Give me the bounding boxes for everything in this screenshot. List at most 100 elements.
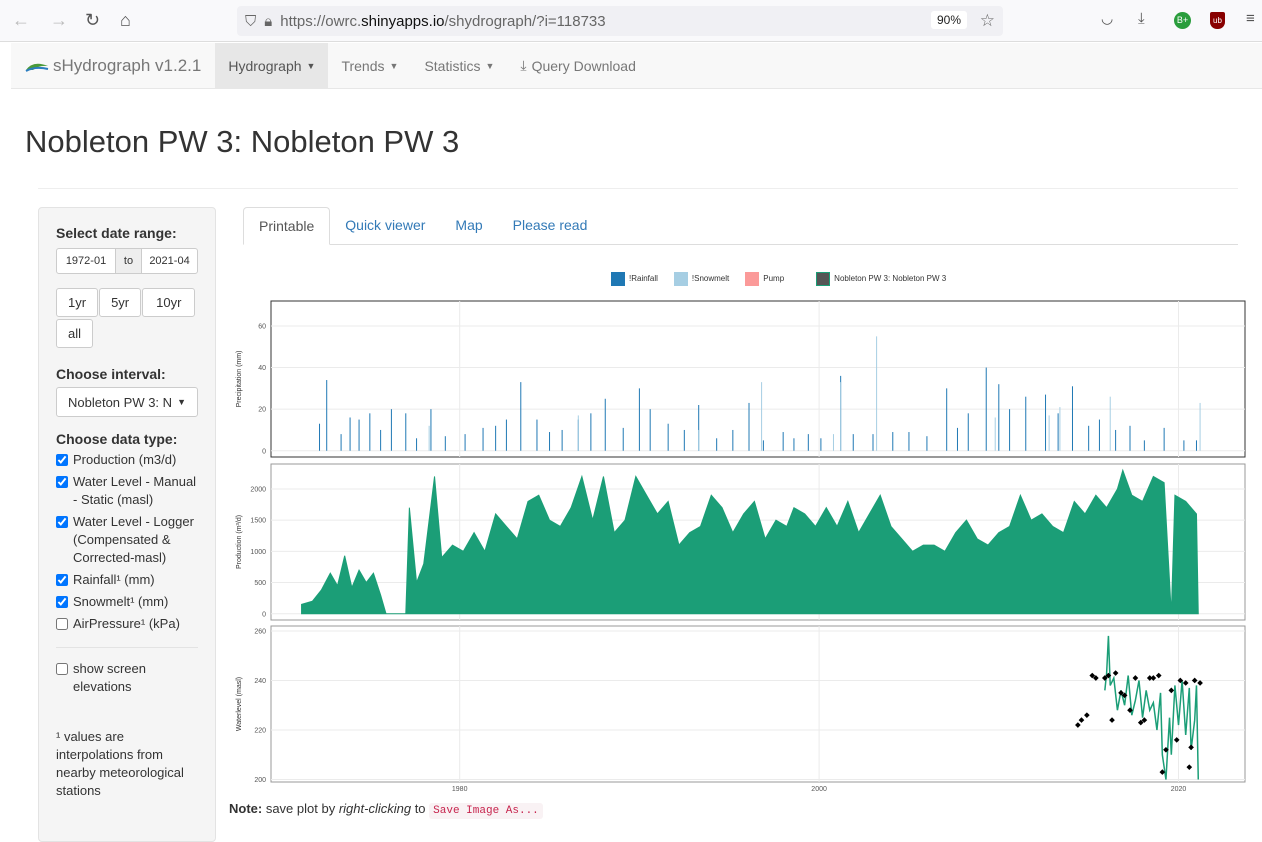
brand[interactable]: sHydrograph v1.2.1 (11, 43, 215, 88)
reload-icon[interactable]: ↻ (85, 10, 101, 30)
datatype-label: Choose data type: (56, 431, 178, 447)
checkbox-label: AirPressure¹ (kPa) (73, 616, 180, 631)
checkbox[interactable] (56, 663, 68, 675)
nav-label: Statistics (424, 57, 481, 74)
interval-select[interactable]: Nobleton PW 3: Nobleton PW 3 ▼ (56, 387, 198, 417)
manual-point (1186, 764, 1193, 770)
extension-icon[interactable]: B+ (1174, 12, 1191, 29)
y-tick-label: 2000 (250, 486, 266, 493)
date-range-label: Select date range: (56, 225, 177, 241)
tab-map[interactable]: Map (455, 217, 483, 233)
legend-swatch (745, 272, 760, 286)
manual-point (1078, 717, 1085, 723)
nav-query-download[interactable]: ⤓ Query Download (507, 43, 648, 88)
caret-down-icon: ▼ (485, 60, 495, 71)
legend-label: !Rainfall (629, 274, 658, 284)
nav-trends[interactable]: Trends ▼ (328, 43, 411, 88)
datatype-checkbox[interactable]: Production (m3/d) (56, 451, 198, 469)
download-icon[interactable]: ⤓ (1138, 10, 1145, 27)
star-icon[interactable]: ☆ (979, 11, 995, 30)
datatype-checkbox[interactable]: Water Level - Logger (Compensated & Corr… (56, 513, 198, 567)
hydrograph-plot: 0 20 40 60 Precipitation (mm) 0 500 1000 1500 200… (236, 300, 1246, 793)
manual-point (1173, 737, 1180, 743)
range-10yr-button[interactable]: 10yr (142, 288, 196, 317)
datatype-checkbox[interactable]: AirPressure¹ (kPa) (56, 615, 198, 633)
url-prefix: https://owrc. (280, 12, 362, 30)
legend-swatch (611, 272, 625, 286)
navbar: sHydrograph v1.2.1 Hydrograph ▼ Trends ▼ S… (11, 43, 1262, 89)
url-path: /shydrograph/?i=118733 (444, 12, 606, 30)
legend-swatch (816, 272, 831, 286)
y-tick-label: 240 (254, 678, 266, 685)
manual-point (1150, 675, 1157, 681)
x-tick-label: 2000 (811, 786, 827, 793)
page-title: Nobleton PW 3: Nobleton PW 3 (25, 124, 460, 159)
checkbox-label: Rainfall¹ (mm) (73, 572, 155, 587)
y-axis-label: Precipitation (mm) (236, 351, 243, 408)
checkbox[interactable] (56, 596, 68, 608)
nav-hydrograph[interactable]: Hydrograph ▼ (215, 43, 329, 88)
tab-quick-viewer[interactable]: Quick viewer (345, 217, 426, 233)
nav-label: Query Download (531, 57, 636, 74)
datatype-checkbox[interactable]: Water Level - Manual - Static (masl) (56, 473, 198, 509)
back-icon[interactable]: ← (12, 10, 30, 30)
manual-point (1155, 672, 1162, 679)
lock-icon: 🔒︎ (264, 12, 273, 30)
y-tick-label: 1500 (250, 518, 266, 525)
datatype-checkbox[interactable]: Rainfall¹ (mm) (56, 571, 198, 589)
manual-point (1089, 672, 1096, 679)
checkbox[interactable] (56, 618, 68, 630)
screen-elevations-checkbox[interactable]: show screen elevations (56, 660, 198, 696)
legend-swatch (673, 272, 688, 286)
url-host: shinyapps.io (361, 12, 445, 30)
checkbox-label: Water Level - Logger (Compensated & Corr… (73, 514, 194, 565)
checkbox[interactable] (56, 476, 68, 488)
datatype-checkbox[interactable]: Snowmelt¹ (mm) (56, 593, 198, 611)
checkbox-label: show screen elevations (73, 661, 146, 694)
footnote: ¹ values are interpolations from nearby … (56, 729, 184, 798)
manual-point (1093, 675, 1099, 681)
y-tick-label: 200 (254, 777, 266, 784)
manual-point (1075, 722, 1081, 728)
date-range-input: 1972-01 to 2021-04 (56, 248, 198, 274)
manual-point (1137, 719, 1144, 726)
note-text: to (411, 801, 430, 816)
legend-label: Nobleton PW 3: Nobleton PW 3 (834, 274, 947, 284)
y-tick-label: 0 (262, 448, 266, 455)
menu-icon[interactable]: ≡ (1246, 10, 1255, 27)
tab-printable[interactable]: Printable (243, 207, 331, 245)
ublock-icon[interactable]: ub (1210, 12, 1225, 29)
checkbox[interactable] (56, 454, 68, 466)
home-icon[interactable]: ⌂ (120, 10, 131, 30)
caret-down-icon: ▼ (389, 60, 399, 71)
address-bar[interactable]: ⛉ 🔒︎ https://owrc. shinyapps.io/shydrogra… (237, 6, 1003, 36)
tab-please-read[interactable]: Please read (512, 217, 588, 233)
manual-point (1163, 746, 1169, 753)
manual-point (1118, 690, 1124, 696)
date-end-input[interactable]: 2021-04 (149, 255, 190, 267)
pocket-icon[interactable]: ◡ (1101, 10, 1114, 26)
y-tick-label: 60 (258, 323, 266, 330)
y-axis-label: Production (m³/d) (236, 515, 243, 569)
checkbox[interactable] (56, 516, 68, 528)
forward-icon[interactable]: → (50, 10, 68, 30)
y-axis-label: Waterlevel (masl) (236, 677, 243, 731)
nav-statistics[interactable]: Statistics ▼ (411, 43, 507, 88)
range-all-button[interactable]: all (56, 319, 94, 348)
legend-label: !Snowmelt (691, 274, 730, 284)
note-bold: Note: (229, 801, 263, 816)
legend-pump: Pump (745, 272, 784, 286)
date-start-input[interactable]: 1972-01 (65, 255, 107, 267)
y-tick-label: 0 (262, 611, 266, 618)
range-1yr-button[interactable]: 1yr (56, 288, 99, 317)
chart-legend: !Rainfall !Snowmelt Pump Nobleton PW 3: … (611, 272, 946, 286)
shield-icon: ⛉ (245, 12, 257, 30)
manual-point (1168, 687, 1175, 694)
logo-icon (25, 63, 49, 72)
checkbox[interactable] (56, 574, 68, 586)
production-area (301, 468, 1199, 615)
range-5yr-button[interactable]: 5yr (99, 288, 142, 317)
zoom-level[interactable]: 90% (930, 11, 967, 29)
note-em: right-clicking (338, 801, 412, 816)
divider (38, 188, 1238, 189)
